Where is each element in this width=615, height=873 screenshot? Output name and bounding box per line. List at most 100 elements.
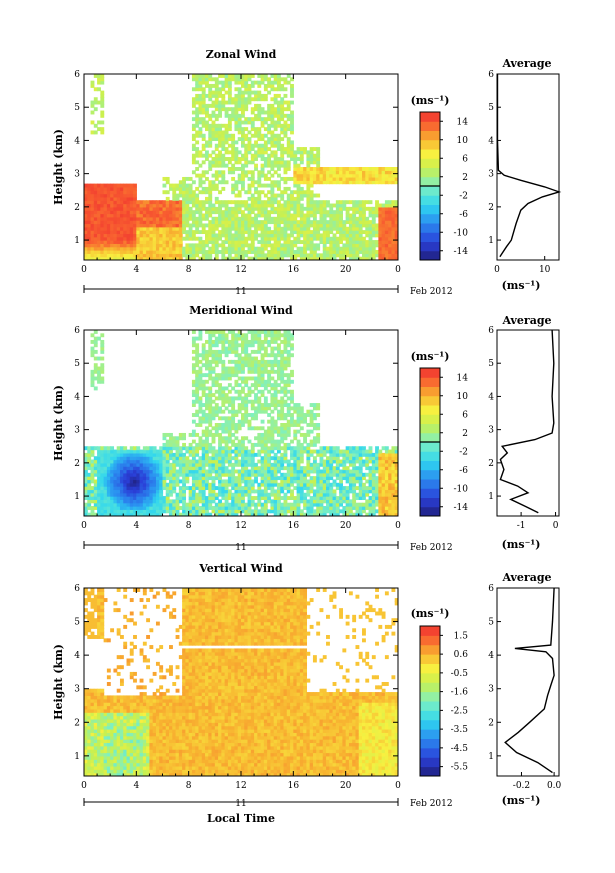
heatmap-cell	[182, 512, 186, 516]
heatmap-cell	[201, 186, 206, 191]
heatmap-cell	[375, 200, 379, 205]
heatmap-cell	[293, 456, 298, 461]
heatmap-cell	[159, 506, 164, 510]
heatmap-cell	[191, 236, 196, 241]
heatmap-cell	[201, 346, 206, 351]
heatmap-cell	[234, 223, 239, 228]
heatmap-cell	[273, 426, 278, 431]
heatmap-cell	[254, 103, 258, 108]
heatmap-cell	[263, 173, 268, 178]
heatmap-cell	[231, 250, 236, 254]
heatmap-cell	[136, 496, 141, 500]
heatmap-cell	[231, 426, 236, 431]
heatmap-cell	[280, 502, 285, 507]
heatmap-cell	[254, 466, 258, 471]
heatmap-cell	[247, 399, 252, 404]
heatmap-cell	[182, 213, 186, 218]
heatmap-cell	[110, 223, 115, 228]
heatmap-cell	[296, 502, 301, 507]
heatmap-cell	[231, 456, 236, 461]
heatmap-cell	[133, 243, 137, 248]
heatmap-cell	[218, 462, 222, 467]
heatmap-cell	[247, 97, 252, 102]
heatmap-cell	[286, 479, 291, 484]
heatmap-cell	[208, 353, 213, 358]
heatmap-cell	[136, 256, 141, 260]
heatmap-cell	[175, 246, 180, 251]
heatmap-cell	[257, 452, 262, 457]
heatmap-cell	[257, 196, 262, 201]
heatmap-cell	[348, 173, 353, 178]
heatmap-cell	[221, 393, 226, 398]
heatmap-cell	[90, 496, 95, 500]
heatmap-cell	[296, 486, 301, 491]
heatmap-cell	[231, 399, 236, 404]
heatmap-cell	[378, 167, 383, 171]
heatmap-cell	[257, 346, 262, 351]
heatmap-cell	[306, 203, 311, 208]
heatmap-cell	[231, 406, 236, 411]
heatmap-cell	[146, 233, 151, 238]
heatmap-cell	[270, 153, 275, 158]
heatmap-cell	[234, 97, 239, 102]
heatmap-cell	[208, 246, 213, 251]
heatmap-cell	[296, 196, 301, 201]
heatmap-cell	[273, 160, 278, 165]
heatmap-cell	[139, 462, 144, 467]
heatmap-cell	[169, 206, 173, 211]
heatmap-cell	[342, 220, 347, 225]
heatmap-cell	[237, 469, 242, 474]
heatmap-cell	[368, 240, 373, 244]
heatmap-cell	[247, 87, 252, 92]
meridional-heatmap	[84, 330, 398, 516]
heatmap-cell	[244, 133, 249, 138]
heatmap-cell	[250, 376, 255, 381]
heatmap-cell	[316, 180, 321, 185]
heatmap-cell	[244, 77, 249, 82]
heatmap-cell	[178, 479, 183, 484]
heatmap-cell	[178, 250, 183, 254]
heatmap-cell	[234, 489, 239, 494]
heatmap-cell	[316, 193, 321, 198]
heatmap-cell	[191, 74, 196, 78]
heatmap-cell	[254, 117, 258, 122]
heatmap-cell	[218, 163, 222, 168]
average-y-tick-label: 5	[488, 103, 494, 113]
heatmap-cell	[276, 236, 281, 241]
heatmap-cell	[126, 190, 131, 195]
heatmap-cell	[237, 100, 242, 105]
heatmap-cell	[263, 336, 268, 341]
heatmap-cell	[100, 243, 105, 248]
heatmap-cell	[113, 233, 118, 238]
heatmap-cell	[276, 173, 281, 178]
heatmap-cell	[276, 466, 281, 471]
heatmap-cell	[231, 469, 236, 474]
heatmap-cell	[290, 130, 294, 135]
heatmap-cell	[342, 170, 347, 175]
heatmap-cell	[319, 220, 324, 225]
heatmap-cell	[241, 389, 245, 394]
heatmap-cell	[234, 183, 239, 188]
heatmap-cell	[381, 210, 386, 215]
heatmap-cell	[254, 230, 258, 235]
heatmap-cell	[205, 236, 209, 241]
heatmap-cell	[306, 423, 311, 427]
heatmap-cell	[280, 103, 285, 108]
heatmap-cell	[231, 462, 236, 467]
heatmap-cell	[191, 502, 196, 507]
heatmap-cell	[260, 256, 265, 260]
heatmap-cell	[149, 502, 154, 507]
heatmap-cell	[280, 256, 285, 260]
heatmap-cell	[286, 206, 291, 211]
heatmap-cell	[368, 233, 373, 238]
heatmap-cell	[267, 479, 272, 484]
heatmap-cell	[201, 386, 206, 391]
heatmap-cell	[299, 426, 304, 431]
heatmap-cell	[273, 359, 278, 364]
heatmap-cell	[234, 93, 239, 98]
heatmap-cell	[84, 226, 88, 231]
heatmap-cell	[378, 250, 383, 254]
heatmap-cell	[237, 492, 242, 497]
heatmap-cell	[227, 343, 232, 348]
heatmap-cell	[358, 176, 363, 181]
